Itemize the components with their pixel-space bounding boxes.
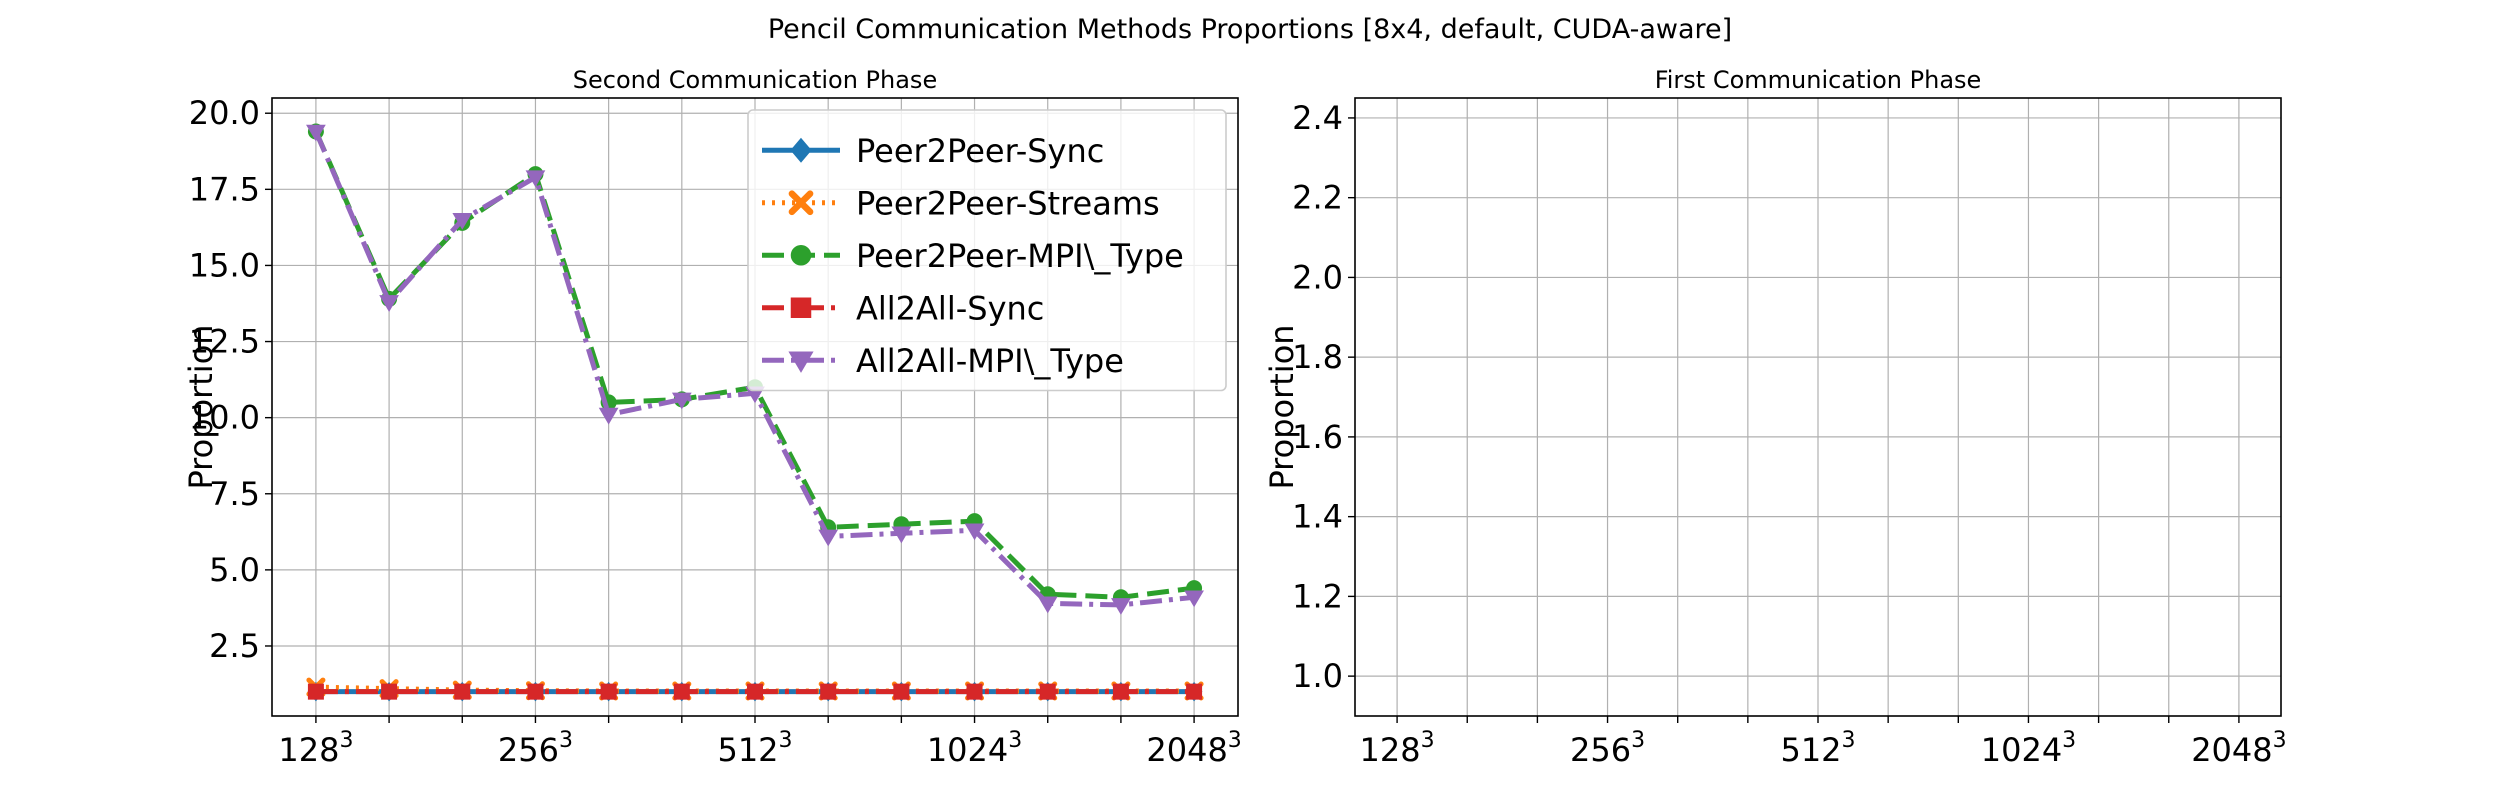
y-tick-label: 1.0 <box>1292 657 1343 695</box>
x-tick-label: 10243 <box>927 728 1022 769</box>
legend-label: All2All-MPI\_Type <box>856 342 1124 380</box>
data-point <box>1184 590 1204 608</box>
y-tick-label: 2.2 <box>1292 179 1343 217</box>
y-tick-label: 2.5 <box>209 627 260 665</box>
data-point <box>673 683 690 700</box>
right-chart: First Communication Phase 1.0 1.2 1.4 1.6 1.… <box>1263 66 2287 769</box>
data-point <box>671 392 692 410</box>
legend-label: Peer2Peer-Streams <box>856 184 1160 222</box>
x-tick-label: 20483 <box>1146 728 1241 769</box>
legend-marker <box>790 245 812 266</box>
legend-label: All2All-Sync <box>856 289 1044 327</box>
legend-label: Peer2Peer-Sync <box>856 132 1104 170</box>
right-y-axis-label: Proportion <box>1263 324 1301 489</box>
y-tick-label: 17.5 <box>189 170 260 208</box>
data-point <box>818 529 839 547</box>
data-point <box>452 212 473 230</box>
data-point <box>454 683 471 700</box>
right-chart-title: First Communication Phase <box>1655 66 1982 94</box>
y-tick-label: 2.0 <box>1292 258 1343 296</box>
legend-frame <box>747 109 1227 392</box>
data-point <box>747 683 763 700</box>
data-point <box>306 124 326 142</box>
data-point <box>1039 683 1056 700</box>
x-tick-label: 2563 <box>498 728 573 769</box>
y-tick-label: 20.0 <box>189 94 260 132</box>
data-point <box>527 683 544 700</box>
data-point <box>307 683 324 700</box>
y-tick-label: 1.2 <box>1292 577 1343 615</box>
y-tick-label: 10.0 <box>189 399 260 437</box>
y-tick-label: 1.6 <box>1292 418 1343 456</box>
left-y-axis-label: Proportion <box>182 324 220 489</box>
data-point <box>1037 596 1058 614</box>
data-point <box>381 683 398 700</box>
data-point <box>525 170 546 188</box>
data-point <box>893 683 910 700</box>
x-tick-label: 2563 <box>1570 728 1645 769</box>
y-tick-label: 1.8 <box>1292 338 1343 376</box>
y-tick-label: 15.0 <box>189 246 260 284</box>
y-tick-label: 2.4 <box>1292 99 1343 137</box>
data-point <box>598 407 619 425</box>
x-tick-label: 1283 <box>278 728 353 769</box>
data-point <box>1186 683 1203 700</box>
data-point <box>600 683 617 700</box>
y-tick-label: 12.5 <box>189 323 260 361</box>
figure-title: Pencil Communication Methods Proportions… <box>768 14 1732 45</box>
legend-item: All2All-Sync <box>762 289 1044 327</box>
x-tick-label: 5123 <box>717 728 792 769</box>
data-point <box>891 526 912 544</box>
series-all2all-mpi-type <box>306 124 1204 615</box>
series-all2all-sync <box>307 683 1203 700</box>
x-tick-label: 1283 <box>1360 728 1435 769</box>
legend-item: All2All-MPI\_Type <box>762 342 1124 380</box>
left-legend: Peer2Peer-Sync Peer2Peer-Streams Peer2Peer… <box>747 109 1227 392</box>
left-chart: Second Communication Phase Peer2Peer-Syn… <box>182 66 1242 769</box>
legend-marker <box>788 351 814 373</box>
data-point <box>1112 683 1129 700</box>
data-point <box>1111 598 1131 615</box>
x-tick-label: 20483 <box>2191 728 2286 769</box>
data-point <box>820 683 837 700</box>
y-tick-label: 7.5 <box>209 475 260 513</box>
legend-marker <box>790 137 812 163</box>
legend-marker <box>790 297 812 318</box>
legend-item: Peer2Peer-MPI\_Type <box>762 237 1184 275</box>
legend-item: Peer2Peer-Sync <box>762 132 1104 170</box>
legend-item: Peer2Peer-Streams <box>762 184 1160 222</box>
legend-marker <box>788 190 814 216</box>
y-tick-label: 1.4 <box>1292 498 1343 536</box>
x-tick-label: 10243 <box>1981 728 2076 769</box>
data-point <box>964 523 985 541</box>
legend-label: Peer2Peer-MPI\_Type <box>856 237 1184 275</box>
x-tick-label: 5123 <box>1780 728 1855 769</box>
left-chart-title: Second Communication Phase <box>573 66 937 94</box>
data-point <box>966 683 983 700</box>
data-point <box>379 295 399 312</box>
y-tick-label: 5.0 <box>209 551 260 589</box>
